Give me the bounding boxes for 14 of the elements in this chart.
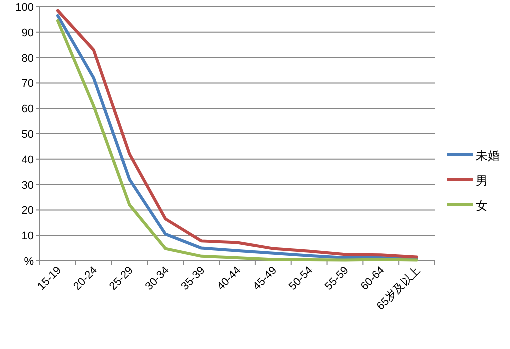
y-tick-label: 10 [22,230,34,243]
y-tick-label: 50 [22,129,34,141]
legend-label: 女 [476,199,488,213]
y-tick-label: 70 [22,78,34,90]
legend-label: 未婚 [476,149,500,163]
y-tick-label: 30 [22,180,34,192]
y-tick-label: 100 [16,2,34,14]
y-tick-label: 60 [22,104,34,116]
y-tick-label: 40 [22,154,34,166]
y-tick-label: 80 [22,52,34,65]
y-tick-label: 90 [22,27,34,40]
y-tick-label: % [24,256,34,268]
legend-label: 男 [476,174,488,188]
y-tick-label: 20 [22,205,34,218]
